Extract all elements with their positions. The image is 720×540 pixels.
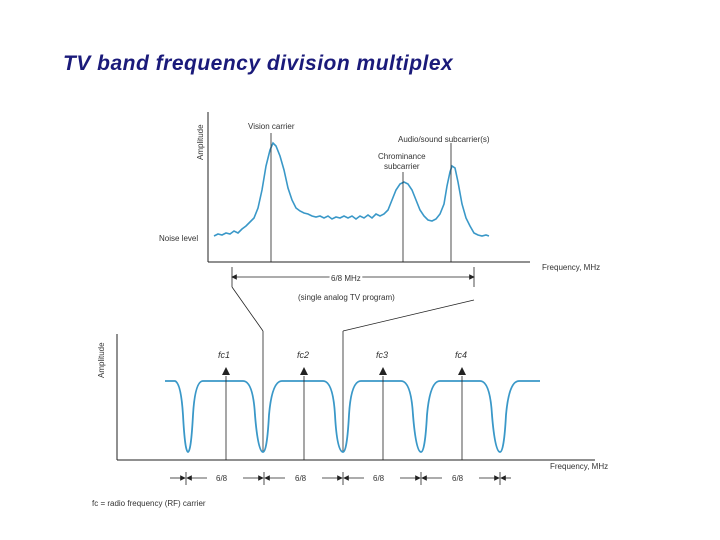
- spacing-label-2: 6/8: [295, 474, 307, 483]
- chrominance-label-2: subcarrier: [384, 162, 420, 171]
- vision-carrier-label: Vision carrier: [248, 122, 295, 131]
- carrier-fc4-arrowhead: [458, 367, 466, 375]
- carrier-fc1-label: fc1: [218, 350, 230, 360]
- bottom-x-axis-label: Frequency, MHz: [550, 462, 608, 471]
- audio-subcarrier-label: Audio/sound subcarrier(s): [398, 135, 490, 144]
- bottom-y-axis-label: Amplitude: [97, 342, 106, 378]
- page-title: TV band frequency division multiplex: [63, 52, 454, 75]
- top-spectrum-plot: Amplitude Frequency, MHz Vision carrier …: [159, 112, 600, 302]
- zoom-line-right: [342, 299, 475, 332]
- bandwidth-label: 6/8 MHz: [331, 274, 361, 283]
- carrier-fc3-label: fc3: [376, 350, 388, 360]
- noise-level-label: Noise level: [159, 234, 198, 243]
- top-y-axis-label: Amplitude: [196, 124, 205, 160]
- spacing-label-4: 6/8: [452, 474, 464, 483]
- spectrum-trace: [213, 141, 490, 237]
- zoom-line-left: [231, 286, 264, 332]
- carrier-fc2-arrowhead: [300, 367, 308, 375]
- top-x-axis-label: Frequency, MHz: [542, 263, 600, 272]
- channel-passbands: [165, 380, 540, 453]
- spacing-label-3: 6/8: [373, 474, 385, 483]
- chrominance-label-1: Chrominance: [378, 152, 426, 161]
- carrier-fc2-label: fc2: [297, 350, 309, 360]
- carrier-fc3-arrowhead: [379, 367, 387, 375]
- bottom-channels-plot: Amplitude Frequency, MHz fc1 fc2 fc3 fc4: [92, 334, 608, 508]
- single-program-caption: (single analog TV program): [298, 293, 395, 302]
- carrier-fc4-label: fc4: [455, 350, 467, 360]
- carrier-fc1-arrowhead: [222, 367, 230, 375]
- spacing-label-1: 6/8: [216, 474, 228, 483]
- footnote: fc = radio frequency (RF) carrier: [92, 499, 206, 508]
